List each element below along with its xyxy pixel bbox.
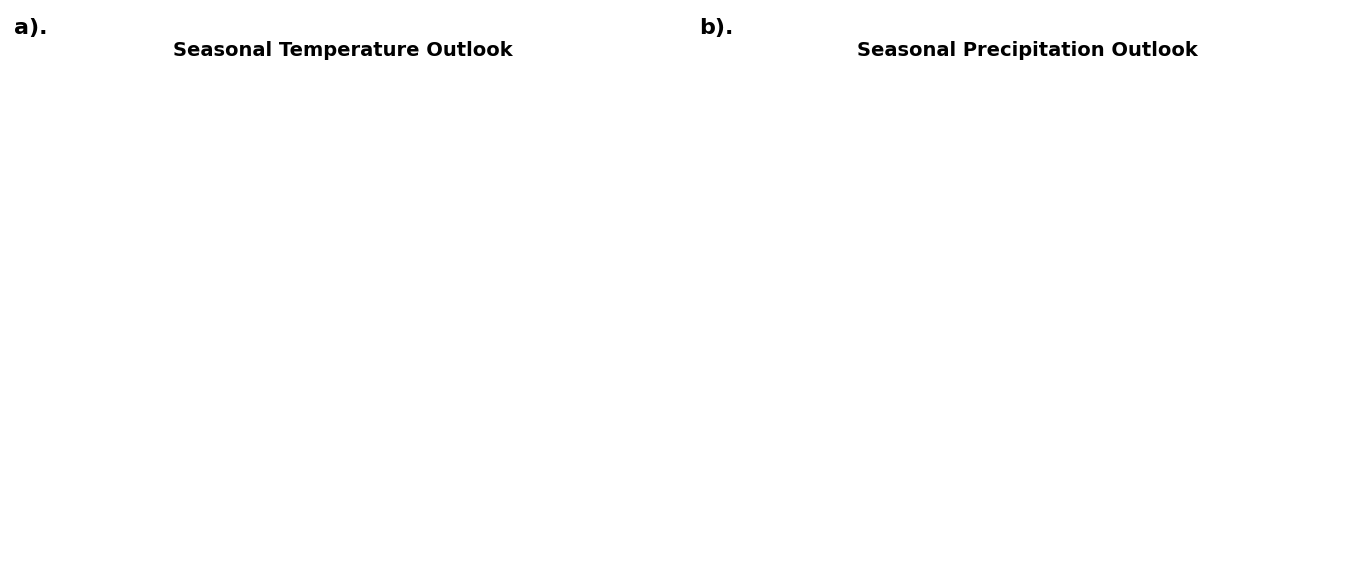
Text: b).: b). — [699, 18, 733, 38]
Text: Seasonal Precipitation Outlook: Seasonal Precipitation Outlook — [858, 41, 1197, 60]
Text: Seasonal Temperature Outlook: Seasonal Temperature Outlook — [173, 41, 512, 60]
Text: a).: a). — [14, 18, 47, 38]
